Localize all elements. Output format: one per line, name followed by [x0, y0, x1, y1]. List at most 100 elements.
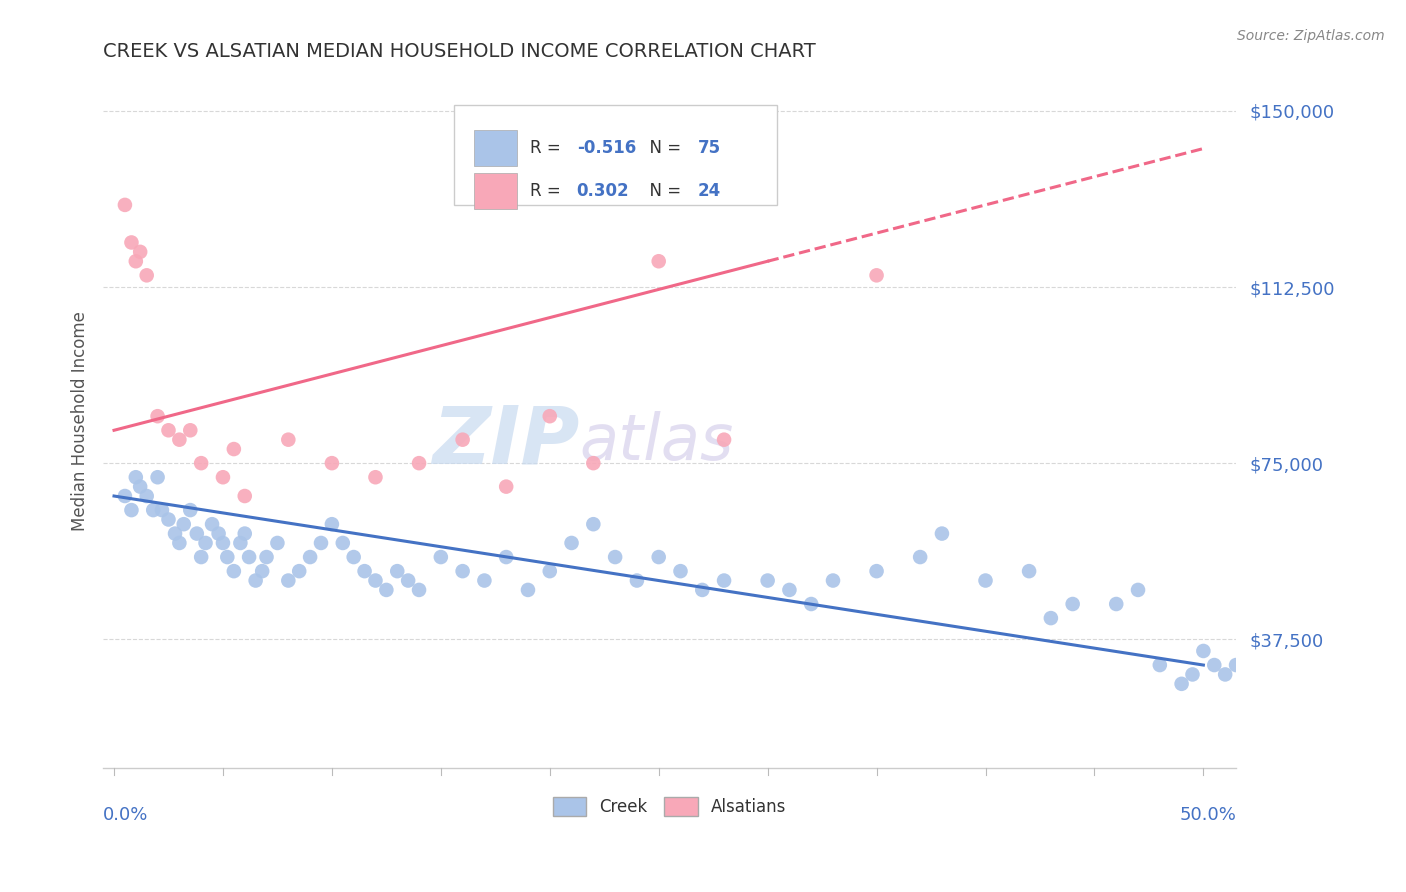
- Point: [256, 550, 278, 565]
- Point: [321, 517, 343, 532]
- Point: [908, 550, 931, 565]
- Point: [229, 536, 252, 550]
- Text: CREEK VS ALSATIAN MEDIAN HOUSEHOLD INCOME CORRELATION CHART: CREEK VS ALSATIAN MEDIAN HOUSEHOLD INCOM…: [103, 42, 815, 61]
- Point: [865, 564, 887, 578]
- Point: [207, 526, 229, 541]
- Legend: Creek, Alsatians: Creek, Alsatians: [546, 790, 793, 822]
- Point: [321, 456, 343, 470]
- Point: [135, 489, 157, 503]
- Point: [387, 564, 409, 578]
- Point: [120, 235, 142, 250]
- Point: [1192, 644, 1215, 658]
- Point: [169, 433, 191, 447]
- Point: [250, 564, 273, 578]
- Point: [120, 503, 142, 517]
- Point: [266, 536, 288, 550]
- Text: 0.0%: 0.0%: [103, 805, 149, 824]
- Point: [778, 582, 800, 597]
- Point: [605, 550, 627, 565]
- Point: [538, 564, 561, 578]
- Point: [669, 564, 692, 578]
- Point: [713, 433, 735, 447]
- Text: 50.0%: 50.0%: [1180, 805, 1236, 824]
- Point: [1225, 658, 1247, 673]
- Point: [190, 456, 212, 470]
- Point: [114, 489, 136, 503]
- Point: [135, 268, 157, 283]
- Point: [495, 550, 517, 565]
- FancyBboxPatch shape: [474, 129, 516, 166]
- Point: [288, 564, 311, 578]
- Point: [129, 480, 152, 494]
- Point: [451, 433, 474, 447]
- Point: [1062, 597, 1084, 611]
- Point: [353, 564, 375, 578]
- Point: [238, 550, 260, 565]
- Point: [756, 574, 779, 588]
- Point: [1204, 658, 1226, 673]
- Point: [222, 564, 245, 578]
- Point: [1126, 582, 1149, 597]
- Point: [114, 198, 136, 212]
- Point: [194, 536, 217, 550]
- Point: [1181, 667, 1204, 681]
- Text: N =: N =: [638, 138, 686, 157]
- Text: R =: R =: [530, 138, 567, 157]
- Point: [931, 526, 953, 541]
- Point: [364, 574, 387, 588]
- Point: [974, 574, 997, 588]
- Point: [125, 470, 148, 484]
- Point: [157, 423, 180, 437]
- Point: [1105, 597, 1128, 611]
- Point: [201, 517, 224, 532]
- Point: [1170, 677, 1192, 691]
- Point: [1039, 611, 1062, 625]
- Point: [179, 423, 201, 437]
- Point: [582, 456, 605, 470]
- Point: [277, 574, 299, 588]
- Point: [538, 409, 561, 424]
- Point: [364, 470, 387, 484]
- Point: [129, 244, 152, 259]
- Text: ZIP: ZIP: [432, 402, 579, 481]
- FancyBboxPatch shape: [454, 104, 778, 205]
- Point: [451, 564, 474, 578]
- Point: [582, 517, 605, 532]
- Text: 0.302: 0.302: [576, 182, 630, 200]
- Point: [212, 470, 235, 484]
- Point: [343, 550, 366, 565]
- Point: [561, 536, 583, 550]
- Point: [1018, 564, 1040, 578]
- Point: [690, 582, 713, 597]
- Point: [626, 574, 648, 588]
- Point: [647, 550, 669, 565]
- Point: [821, 574, 844, 588]
- FancyBboxPatch shape: [474, 173, 516, 209]
- Point: [222, 442, 245, 456]
- Point: [173, 517, 195, 532]
- Text: R =: R =: [530, 182, 567, 200]
- Text: N =: N =: [638, 182, 686, 200]
- Text: -0.516: -0.516: [576, 138, 636, 157]
- Text: 75: 75: [697, 138, 721, 157]
- Point: [212, 536, 235, 550]
- Point: [142, 503, 165, 517]
- Point: [233, 489, 256, 503]
- Point: [233, 526, 256, 541]
- Point: [517, 582, 540, 597]
- Point: [277, 433, 299, 447]
- Point: [1213, 667, 1236, 681]
- Point: [125, 254, 148, 268]
- Point: [186, 526, 208, 541]
- Point: [190, 550, 212, 565]
- Point: [430, 550, 453, 565]
- Point: [332, 536, 354, 550]
- Point: [865, 268, 887, 283]
- Point: [408, 456, 430, 470]
- Point: [169, 536, 191, 550]
- Point: [163, 526, 186, 541]
- Point: [146, 470, 169, 484]
- Point: [375, 582, 398, 597]
- Point: [150, 503, 173, 517]
- Point: [408, 582, 430, 597]
